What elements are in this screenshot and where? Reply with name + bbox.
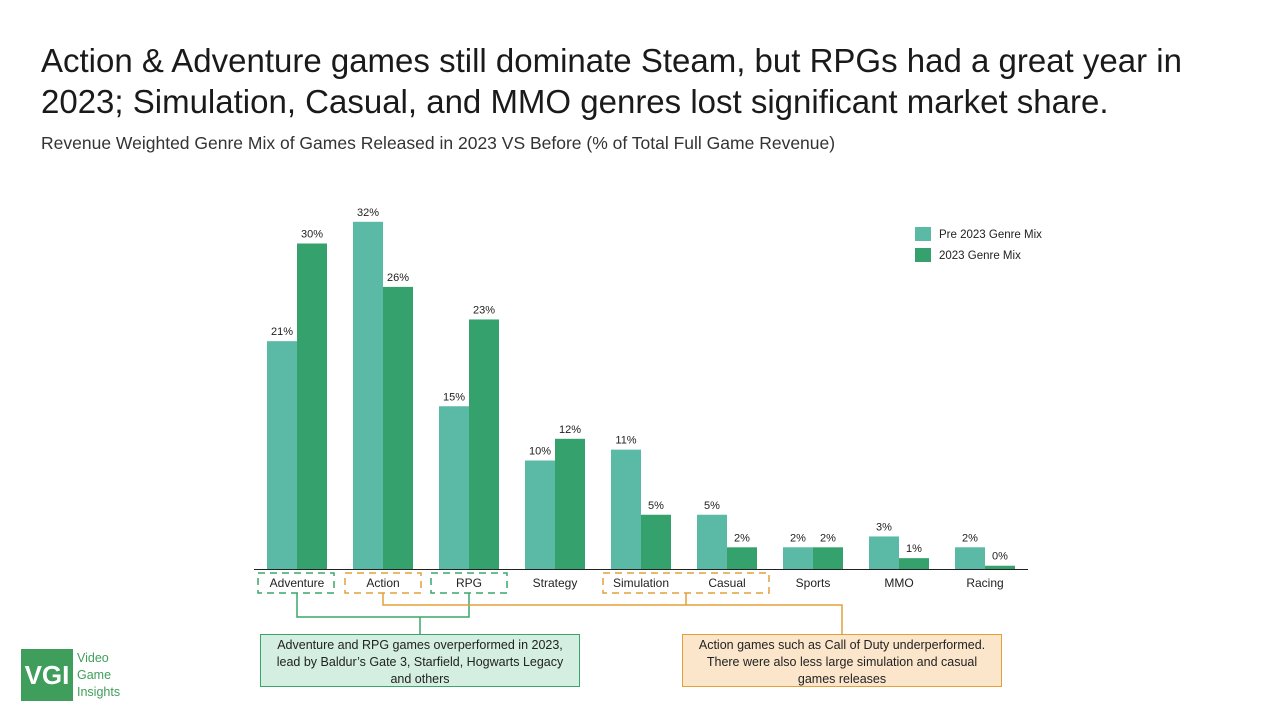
bar <box>985 565 1015 569</box>
underperform-note: Action games such as Call of Duty underp… <box>682 634 1002 687</box>
bar <box>813 547 843 569</box>
data-label: 3% <box>876 521 892 533</box>
bar <box>297 243 327 569</box>
vgi-logo-words: Video Game Insights <box>77 650 120 701</box>
bar <box>727 547 757 569</box>
bar <box>555 438 585 569</box>
tick-label: MMO <box>884 576 913 590</box>
tick-label: Sports <box>796 576 831 590</box>
overperform-note: Adventure and RPG games overperformed in… <box>260 634 580 687</box>
data-label: 30% <box>301 229 323 241</box>
data-label: 2% <box>820 532 836 544</box>
bar <box>439 406 469 569</box>
tick-label: Racing <box>966 576 1003 590</box>
data-label: 5% <box>648 500 664 512</box>
legend-label: 2023 Genre Mix <box>939 250 1021 262</box>
legend-swatch <box>915 227 931 241</box>
data-label: 5% <box>704 500 720 512</box>
logo-word: Video <box>77 651 109 665</box>
data-label: 1% <box>906 543 922 555</box>
bar <box>899 558 929 569</box>
data-label: 12% <box>559 424 581 436</box>
bar <box>641 514 671 569</box>
vgi-logo: VGI <box>21 649 73 701</box>
data-label: 23% <box>473 304 495 316</box>
logo-word: Game <box>77 668 112 682</box>
bar <box>353 221 383 570</box>
logo-word: Insights <box>77 685 121 699</box>
tick-label: Casual <box>708 576 745 590</box>
tick-label: RPG <box>456 576 482 590</box>
legend-label: Pre 2023 Genre Mix <box>939 229 1042 241</box>
orange-connector <box>382 593 843 634</box>
bar <box>525 460 555 569</box>
tick-label: Simulation <box>613 576 669 590</box>
tick-label: Strategy <box>533 576 578 590</box>
bar <box>869 536 899 569</box>
tick-label: Action <box>366 576 399 590</box>
data-label: 2% <box>734 532 750 544</box>
bar <box>783 547 813 569</box>
data-label: 0% <box>992 551 1008 563</box>
bar <box>267 341 297 569</box>
bar <box>611 449 641 569</box>
bar <box>697 514 727 569</box>
adventure-highlight-box <box>257 572 335 594</box>
legend-swatch <box>915 248 931 262</box>
data-label: 15% <box>443 391 465 403</box>
data-label: 26% <box>387 272 409 284</box>
data-label: 10% <box>529 446 551 458</box>
bar <box>955 547 985 569</box>
data-label: 2% <box>790 532 806 544</box>
tick-label: Adventure <box>270 576 325 590</box>
page-title: Action & Adventure games still dominate … <box>41 42 1182 120</box>
data-label: 32% <box>357 207 379 219</box>
data-label: 11% <box>615 435 636 447</box>
bar <box>469 319 499 569</box>
chart-subtitle: Revenue Weighted Genre Mix of Games Rele… <box>41 133 836 153</box>
bar <box>383 286 413 569</box>
data-label: 21% <box>271 326 293 338</box>
data-label: 2% <box>962 532 978 544</box>
